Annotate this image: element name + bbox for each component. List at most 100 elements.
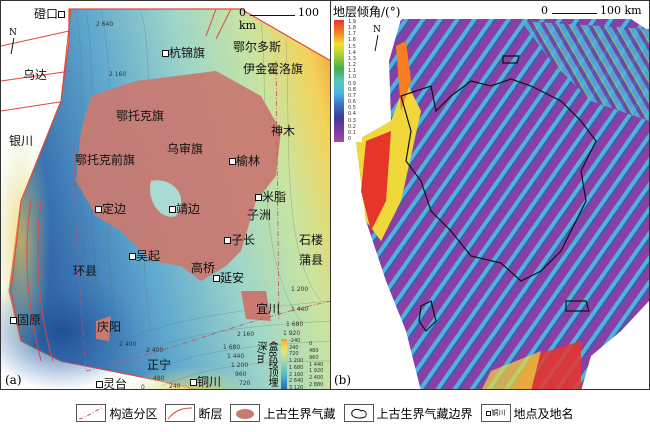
gas-reservoir-boundaries <box>400 55 597 332</box>
contour-label: 1 200 <box>291 286 309 293</box>
depth-colorbar: 盒8段顶埋深/m -240 0 240 480 720 960 1 200 1 440 1 68… <box>255 338 330 390</box>
colorbar-tick: 0.2 <box>348 123 356 130</box>
place-label: 靖边 <box>169 203 200 216</box>
north-arrow: N <box>373 25 381 51</box>
contour-label: 0 <box>141 384 145 390</box>
legend-item-gas-reservoir: 上古生界气藏 <box>230 404 336 422</box>
place-label: 吴起 <box>129 250 160 263</box>
contour-label: 240 <box>169 383 181 390</box>
colorbar-tick: 0.4 <box>348 111 356 118</box>
colorbar-tick: 2 400 <box>309 374 324 381</box>
north-arrow: N <box>9 28 17 54</box>
contour-label: 2 400 <box>119 341 137 348</box>
panel-b-map-graphic <box>356 19 649 389</box>
scale-zero: 0 <box>239 6 246 19</box>
contour-label: 1 200 <box>231 362 249 369</box>
fault-swatch <box>165 404 196 422</box>
gas-reservoir-swatch <box>230 404 261 422</box>
colorbar-tick: 0 <box>309 341 313 348</box>
place-label: 石楼 <box>299 233 324 247</box>
scale-bar: 0 100 km <box>541 4 642 17</box>
place-marker <box>213 275 220 282</box>
legend-item-place: 铜川 地点及地名 <box>480 404 574 422</box>
contour-label: 720 <box>239 380 251 387</box>
colorbar-tick: 1 440 <box>309 361 324 368</box>
colorbar-tick: 1.9 <box>348 19 356 25</box>
place-label: 鄂托克旗 <box>116 109 165 123</box>
colorbar-tick: 960 <box>309 354 319 361</box>
place-label: 乌审旗 <box>167 142 204 156</box>
contour-label: 2 400 <box>146 347 164 354</box>
panel-label-a: (a) <box>5 373 22 387</box>
place-label: 灵台 <box>96 378 127 389</box>
place-marker <box>485 410 491 416</box>
colorbar-title: 盒8段顶埋深/m <box>255 341 277 388</box>
colorbar-gradient <box>281 339 287 389</box>
place-label: 子长 <box>224 234 255 247</box>
place-marker <box>10 317 17 324</box>
legend: 构造分区 断层 上古生界气藏 上古生界气藏边界 铜川 地点及地名 <box>0 394 650 432</box>
place-label: 鄂尔多斯 <box>233 40 282 54</box>
reservoir-boundary-swatch <box>343 404 374 422</box>
colorbar-tick: 1.3 <box>348 55 356 62</box>
place-label: 宜川 <box>256 302 281 316</box>
colorbar-tick: 2 160 <box>289 371 304 378</box>
colorbar-tick: 0.5 <box>348 105 356 112</box>
place-label: 杭锦旗 <box>162 47 205 60</box>
contour-label: 1 680 <box>223 344 241 351</box>
colorbar-tick: 2 880 <box>309 381 324 388</box>
colorbar-tick: 3 120 <box>289 385 304 390</box>
contour-label: 1 440 <box>291 306 309 313</box>
contour-label: 1 440 <box>227 353 245 360</box>
place-marker <box>58 11 66 18</box>
place-label: 正宁 <box>147 358 172 372</box>
colorbar-tick: 1.7 <box>348 31 356 38</box>
dip-colorbar: 1.9 1.8 1.7 1.6 1.5 1.4 1.3 1.2 1.1 1.0 0.9 0.8 0.7 0… <box>334 19 362 142</box>
place-label: 神木 <box>271 124 296 138</box>
tectonic-boundaries <box>74 60 330 372</box>
colorbar-tick: 0.9 <box>348 80 356 87</box>
colorbar-tick: -240 <box>289 338 301 344</box>
place-label: 高桥 <box>191 261 216 275</box>
place-label: 固原 <box>10 314 41 327</box>
scale-length: 100 km <box>600 4 642 17</box>
place-label: 乌达 <box>23 68 48 82</box>
place-marker <box>190 379 197 386</box>
legend-item-tectonic-boundary: 构造分区 <box>76 404 157 422</box>
colorbar-tick: 720 <box>289 351 299 358</box>
colorbar-tick: 1.2 <box>348 62 356 69</box>
place-swatch: 铜川 <box>480 404 511 422</box>
colorbar-tick: 2 640 <box>289 378 304 385</box>
colorbar-tick: 1.0 <box>348 74 356 81</box>
place-label: 定边 <box>95 203 126 216</box>
colorbar-tick: 1.1 <box>348 68 356 75</box>
contour-label: 1 680 <box>286 321 304 328</box>
colorbar-tick: 0.8 <box>348 86 356 93</box>
place-label: 榆林 <box>229 155 260 168</box>
gas-reservoir-area <box>76 71 281 281</box>
panel-b-dip-angle-map: 地层倾角/(°) 0 100 km N 1.9 1.8 1.7 1.6 1.5 1.4 1.… <box>330 0 650 390</box>
colorbar-tick: 1.5 <box>348 43 356 50</box>
contour-label: 480 <box>153 375 165 382</box>
place-label: 铜川 <box>190 376 221 389</box>
panel-a-map-graphic <box>1 8 330 389</box>
scale-bar: 0 100 km <box>239 6 330 32</box>
place-label: 伊金霍洛旗 <box>243 62 304 76</box>
colorbar-tick: 1.6 <box>348 37 356 44</box>
place-label: 环县 <box>73 264 98 278</box>
dip-map-area <box>356 19 649 389</box>
faults <box>1 8 232 362</box>
contour-label: 2 640 <box>96 21 114 28</box>
colorbar-tick: 1.4 <box>348 49 356 56</box>
place-label: 庆阳 <box>97 320 122 334</box>
tectonic-boundary-swatch <box>76 404 107 422</box>
colorbar-tick: 240 <box>289 344 299 351</box>
place-marker <box>255 194 262 201</box>
colorbar-tick: 1 680 <box>289 364 304 371</box>
contour-label: 960 <box>235 371 247 378</box>
place-label: 银川 <box>9 134 34 148</box>
legend-item-fault: 断层 <box>165 404 222 422</box>
colorbar-tick: 480 <box>309 348 319 355</box>
legend-item-reservoir-boundary: 上古生界气藏边界 <box>343 404 473 422</box>
